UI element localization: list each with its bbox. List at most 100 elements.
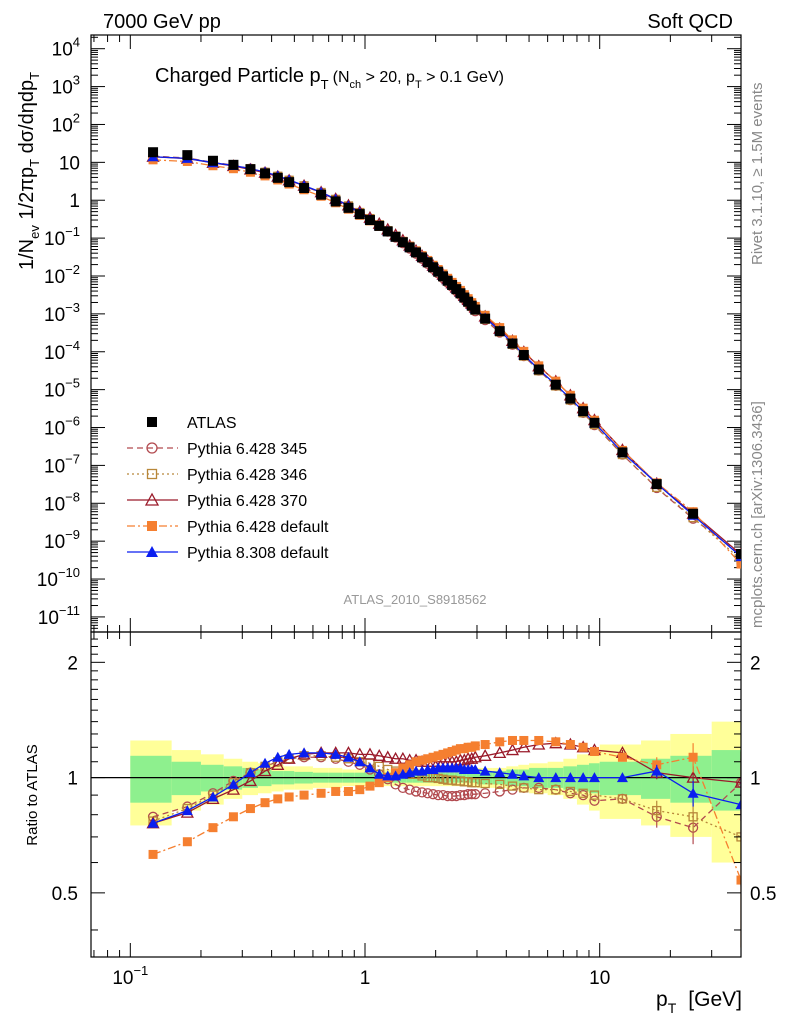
marker-square [273, 794, 283, 804]
ratio-series-line [152, 756, 741, 829]
main-y-axis-label: 1/Nev 1/2πpT dσ/dηdpT [16, 72, 42, 270]
marker-square [374, 220, 385, 231]
marker-square [148, 147, 159, 158]
marker-circle-open [462, 789, 474, 800]
marker-square [316, 788, 326, 798]
ratio-y-ticks: 0.5 0.5 1 1 2 2 [52, 638, 776, 931]
marker-square [480, 313, 491, 324]
marker-square [589, 417, 600, 428]
x-tick-label: 10−1 [112, 963, 148, 989]
marker-triangle [479, 765, 491, 776]
marker-square [405, 760, 415, 770]
legend: ATLAS Pythia 6.428 345 Pythia 6.428 346 Pyt… [127, 415, 329, 562]
marker-square [519, 735, 529, 745]
marker-triangle-open [258, 764, 272, 777]
main-frame [90, 34, 742, 633]
marker-square [284, 792, 294, 802]
marker-square [422, 257, 433, 268]
y-tick-label: 10−5 [44, 376, 80, 402]
marker-triangle [735, 799, 741, 810]
marker-square [182, 150, 193, 161]
marker-square [589, 746, 599, 756]
marker-square [299, 790, 309, 800]
band-stat [130, 755, 172, 803]
marker-square [411, 247, 422, 258]
marker-square [331, 786, 341, 796]
marker-triangle [469, 763, 481, 774]
marker-triangle [147, 817, 159, 828]
marker-triangle-open [144, 492, 160, 506]
marker-square [411, 757, 421, 767]
marker-triangle [533, 772, 545, 783]
rivet-info: Rivet 3.1.10, ≥ 1.5M events [749, 83, 766, 266]
marker-square [533, 364, 544, 375]
marker-triangle [227, 778, 239, 789]
marker-square [147, 417, 157, 427]
energy-label: 7000 GeV pp [103, 11, 221, 33]
marker-square [417, 252, 428, 263]
marker-triangle [342, 751, 354, 762]
marker-circle-open [470, 789, 481, 800]
analysis-id: ATLAS_2010_S8918562 [344, 592, 487, 607]
marker-triangle [354, 756, 366, 767]
ratio-y-tick-label-right: 0.5 [750, 884, 776, 905]
marker-square-open [519, 783, 529, 793]
marker-triangle [181, 805, 193, 816]
marker-triangle [577, 772, 589, 783]
y-tick-label: 10−10 [37, 565, 80, 591]
ratio-x-ticks: 10−1 1 10 [93, 632, 713, 989]
marker-square-open [146, 468, 158, 480]
marker-square [470, 741, 480, 751]
marker-square [550, 379, 561, 390]
legend-label: Pythia 6.428 346 [187, 467, 307, 484]
legend-label: ATLAS [187, 415, 237, 432]
marker-square [245, 804, 255, 814]
marker-triangle [283, 748, 295, 759]
y-tick-label: 10−6 [44, 414, 80, 440]
y-tick-label: 10−9 [44, 527, 80, 553]
marker-square-open [470, 778, 480, 788]
marker-circle-open [589, 795, 600, 806]
marker-triangle-open [271, 757, 285, 770]
marker-square [404, 242, 415, 253]
marker-square [374, 778, 384, 788]
marker-circle-open [416, 787, 428, 798]
marker-square [245, 164, 256, 175]
marker-circle-open [479, 788, 491, 799]
marker-square [736, 559, 741, 569]
marker-circle-open [404, 784, 415, 795]
marker-triangle [259, 757, 271, 768]
x-tick-label: 1 [360, 968, 371, 989]
marker-triangle-open [396, 751, 410, 764]
marker-square [390, 231, 401, 242]
marker-triangle-open [468, 750, 482, 763]
marker-square [260, 798, 270, 808]
marker-square-open [551, 785, 561, 795]
marker-triangle [506, 768, 518, 779]
marker-triangle [651, 765, 663, 776]
marker-square [260, 168, 271, 179]
x-axis-label: pT [GeV] [656, 988, 742, 1016]
marker-square [651, 479, 662, 490]
marker-square [494, 326, 505, 337]
marker-circle-open [397, 782, 409, 794]
marker-triangle [518, 770, 530, 781]
marker-triangle-open [734, 775, 741, 788]
marker-square [507, 338, 518, 349]
marker-square [617, 447, 628, 458]
marker-triangle-open [388, 751, 403, 764]
ratio-panel: 0.5 0.5 1 1 2 2 10−1 1 10 Ratio to ATLAS pT [GeV… [24, 631, 776, 1016]
marker-circle-open [451, 790, 462, 802]
marker-square [688, 508, 699, 519]
marker-triangle-open [363, 747, 377, 760]
y-tick-label: 10 [59, 153, 80, 174]
marker-square-open [433, 773, 443, 784]
marker-square-open [495, 779, 505, 790]
marker-square [207, 155, 218, 166]
marker-square [518, 350, 529, 361]
marker-square [284, 177, 295, 188]
marker-square-open [578, 788, 588, 798]
ratio-series [146, 735, 741, 948]
marker-square-open [589, 790, 600, 800]
marker-square-open [565, 786, 576, 797]
